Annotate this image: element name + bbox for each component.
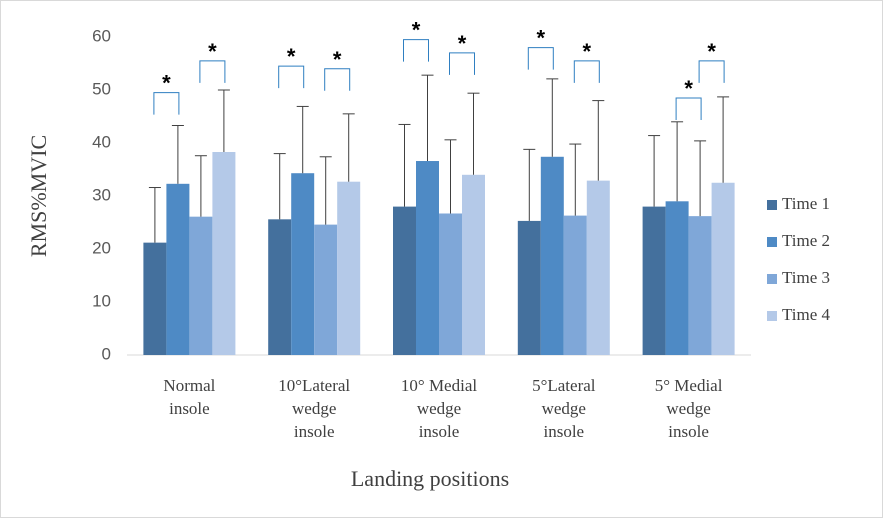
significance-bracket xyxy=(698,60,725,83)
y-tick-label: 50 xyxy=(92,79,111,98)
bar xyxy=(642,206,666,355)
significance-star: * xyxy=(412,18,421,43)
y-tick-label: 40 xyxy=(92,132,111,151)
category-label: insole xyxy=(294,422,335,441)
category-label: 10° Medial xyxy=(401,376,477,395)
significance-star: * xyxy=(684,76,693,101)
category-labels: Normal insole 10°Lateral wedge insole 10° Med… xyxy=(163,376,722,441)
significance-star: * xyxy=(162,71,171,96)
legend-label: Time 2 xyxy=(782,231,830,250)
bar xyxy=(268,219,292,355)
bar xyxy=(212,152,236,355)
bar xyxy=(416,161,439,355)
bar xyxy=(462,174,485,355)
significance-star: * xyxy=(287,44,296,69)
bar xyxy=(166,183,190,355)
significance-bracket xyxy=(324,68,351,91)
significance-star: * xyxy=(333,47,342,72)
legend-label: Time 1 xyxy=(782,194,830,213)
bar xyxy=(291,173,315,355)
category-label: wedge xyxy=(666,399,710,418)
bar xyxy=(688,216,712,355)
y-axis-title: RMS%MVIC xyxy=(26,135,51,257)
category-label: wedge xyxy=(292,399,336,418)
y-tick-label: 0 xyxy=(102,344,111,363)
significance-bracket xyxy=(403,39,429,62)
y-tick-label: 30 xyxy=(92,185,111,204)
bar xyxy=(337,181,361,355)
x-axis-title: Landing positions xyxy=(351,466,509,491)
significance-star: * xyxy=(208,39,217,64)
significance-bracket xyxy=(527,47,554,70)
y-tick-label: 60 xyxy=(92,26,111,45)
significance-star: * xyxy=(583,39,592,64)
bar xyxy=(711,182,735,355)
category-label: insole xyxy=(543,422,584,441)
legend: Time 1 Time 2 Time 3 Time 4 xyxy=(767,194,831,324)
bar xyxy=(563,215,587,355)
bar xyxy=(189,216,213,355)
bar xyxy=(586,180,610,355)
category-label: wedge xyxy=(417,399,461,418)
category-label: 5° Medial xyxy=(655,376,723,395)
legend-swatch xyxy=(767,311,777,321)
bar xyxy=(540,156,564,355)
legend-label: Time 4 xyxy=(782,305,831,324)
bar xyxy=(143,242,167,355)
legend-swatch xyxy=(767,274,777,284)
y-tick-label: 20 xyxy=(92,238,111,257)
bar xyxy=(393,206,416,355)
bar xyxy=(517,220,541,355)
significance-bracket xyxy=(278,65,305,89)
significance-bracket xyxy=(153,92,180,115)
category-label: insole xyxy=(419,422,460,441)
legend-swatch xyxy=(767,200,777,210)
y-axis-ticks: 0 10 20 30 40 50 60 xyxy=(92,26,111,363)
significance-bracket xyxy=(675,97,702,120)
category-label: insole xyxy=(169,399,210,418)
category-label: 10°Lateral xyxy=(278,376,350,395)
bar xyxy=(665,201,689,355)
legend-label: Time 3 xyxy=(782,268,830,287)
category-label: 5°Lateral xyxy=(532,376,596,395)
legend-swatch xyxy=(767,237,777,247)
error-bars xyxy=(148,74,730,243)
significance-bracket xyxy=(573,60,600,83)
significance-star: * xyxy=(707,39,716,64)
category-label: Normal xyxy=(163,376,215,395)
significance-bracket xyxy=(449,52,475,75)
bar xyxy=(314,224,338,355)
significance-bracket xyxy=(199,60,226,83)
significance-brackets: * * * * * * * * * * xyxy=(153,18,725,120)
category-label: wedge xyxy=(542,399,586,418)
bar xyxy=(439,213,462,355)
category-label: insole xyxy=(668,422,709,441)
bars xyxy=(143,152,735,355)
significance-star: * xyxy=(458,31,467,56)
y-tick-label: 10 xyxy=(92,291,111,310)
significance-star: * xyxy=(537,26,546,51)
